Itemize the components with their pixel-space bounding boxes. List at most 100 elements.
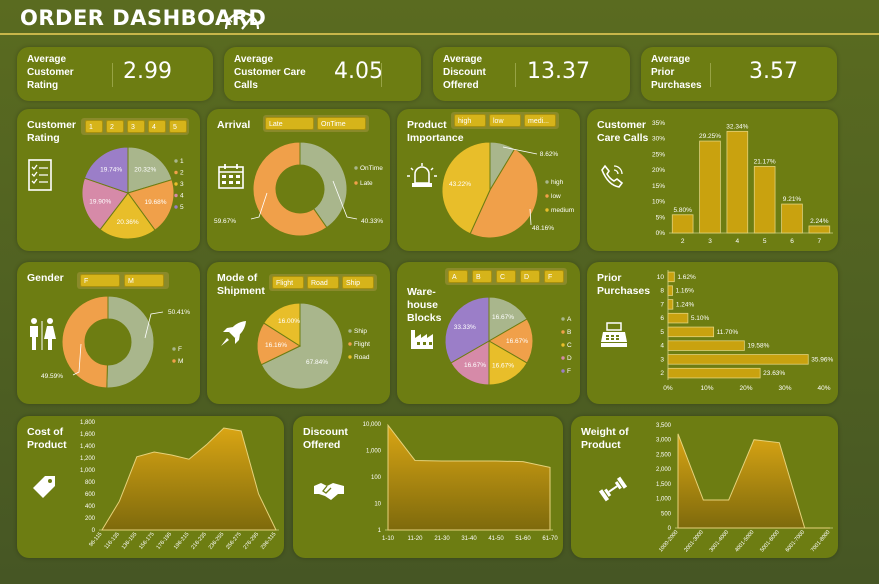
kpi-value: 2.99 — [123, 59, 172, 84]
y-tick-label: 0 — [668, 526, 672, 532]
data-label: 16.16% — [265, 342, 287, 349]
y-tick-label: 1,200 — [80, 456, 96, 462]
x-tick-label: 6001-7000 — [785, 529, 807, 553]
slicer-chip[interactable]: M — [124, 274, 164, 287]
pie-slice — [488, 318, 534, 364]
slicer-chip[interactable]: Flight — [272, 276, 304, 289]
x-tick-label: 296-315 — [260, 531, 278, 550]
legend-marker — [172, 359, 176, 363]
y-tick-label: 3,000 — [656, 438, 672, 444]
x-tick-label: 96-115 — [88, 531, 103, 548]
legend-label: medium — [551, 207, 574, 214]
kpi-card-discount: Average Discount Offered 13.37 — [433, 47, 630, 101]
legend-label: D — [567, 355, 572, 362]
panel-arrival: Arrival Late OnTime 40.33% 59.67% OnTime La… — [207, 109, 390, 251]
gender-chart: 50.41% 49.59% FM — [41, 295, 190, 389]
legend-marker — [348, 355, 352, 359]
y-tick-label: 100 — [371, 475, 382, 481]
legend-label: low — [551, 193, 561, 200]
cash-register-icon — [601, 322, 627, 347]
discount-offered-chart: 1 10 100 1,000 10,000 1-10 11-20 21-30 31-40 41-5… — [363, 422, 559, 542]
kpi-card-calls: Average Customer Care Calls 4.05 — [224, 47, 421, 101]
phone-icon — [601, 164, 624, 188]
x-tick-label: 20% — [739, 385, 752, 392]
panel-mode-of-shipment: Mode of Shipment Flight Road Ship 67.84% 1… — [207, 262, 390, 404]
x-tick-label: 21-30 — [434, 536, 450, 542]
x-tick-label: 176-195 — [156, 531, 174, 550]
x-tick-label: 40% — [817, 385, 830, 392]
x-tick-label: 5 — [763, 238, 767, 245]
siren-icon — [407, 163, 437, 187]
panel-title: Product Importance — [407, 119, 464, 144]
kpi-value: 3.57 — [749, 59, 798, 84]
slicer-chip[interactable]: B — [472, 270, 492, 283]
pie-slice — [127, 179, 175, 231]
panel-weight-of-product: Weight of Product 0 500 1,000 1,500 2,000 2,50… — [571, 416, 838, 558]
panel-title: Customer Care Calls — [597, 119, 649, 144]
legend-label: F — [567, 368, 571, 375]
legend-marker — [545, 208, 549, 212]
data-label: 16.67% — [506, 338, 528, 345]
pie-slice — [263, 302, 301, 347]
slicer-chip[interactable]: 3 — [127, 120, 145, 133]
x-tick-label: 11-20 — [408, 536, 424, 542]
pie-slice — [127, 146, 173, 194]
slicer-chip[interactable]: 1 — [85, 120, 103, 133]
legend-label: M — [178, 358, 183, 365]
slicer-chip[interactable]: low — [489, 114, 521, 127]
bar — [667, 367, 761, 379]
data-label: 19.58% — [747, 343, 769, 350]
data-label: 43.22% — [449, 181, 471, 188]
legend-label: Road — [354, 354, 370, 361]
panel-customer-care-calls: Customer Care Calls 0% 5% 10% 15% 20% 25% 30% 35… — [587, 109, 838, 251]
slicer-chip[interactable]: F — [80, 274, 120, 287]
slicer-chip[interactable]: 5 — [169, 120, 187, 133]
slicer-chip[interactable]: D — [520, 270, 540, 283]
legend-marker — [545, 180, 549, 184]
slicer-chip[interactable]: Road — [307, 276, 339, 289]
slicer-chip[interactable]: OnTime — [317, 117, 366, 130]
y-tick-label: 7 — [660, 301, 664, 308]
data-label: 11.70% — [717, 329, 739, 336]
y-tick-label: 1,800 — [80, 420, 96, 426]
data-label: 9.21% — [783, 196, 802, 203]
x-tick-label: 216-235 — [190, 531, 208, 550]
callout-line — [72, 343, 82, 376]
y-tick-label: 6 — [660, 315, 664, 322]
pie-slice — [106, 295, 155, 389]
y-tick-label: 10,000 — [363, 422, 382, 428]
pie-slice — [83, 146, 129, 194]
y-tick-label: 1,000 — [80, 468, 96, 474]
data-label: 35.96% — [811, 356, 833, 363]
x-tick-label: 236-255 — [208, 531, 226, 550]
price-tag-icon — [33, 476, 55, 498]
x-tick-label: 6 — [790, 238, 794, 245]
mode-of-shipment-chart: 67.84% 16.16% 16.00% Ship Flight Road — [256, 302, 370, 390]
panel-title: Mode of Shipment — [217, 272, 265, 297]
slicer-chip[interactable]: F — [544, 270, 564, 283]
slicer-chip[interactable]: 4 — [148, 120, 166, 133]
cost-of-product-chart: 0 200 400 600 800 1,000 1,200 1,400 1,600 1,800 96… — [80, 420, 279, 551]
slicer-chip[interactable]: C — [496, 270, 516, 283]
panel-warehouse-blocks: Ware-house Blocks A B C D F 16.67% 16.67% 1… — [397, 262, 580, 404]
pie-slice — [260, 302, 344, 390]
x-tick-label: 7001-8000 — [810, 529, 832, 553]
slicer-chip[interactable]: Late — [265, 117, 314, 130]
slicer-chip[interactable]: medi... — [524, 114, 556, 127]
slicer-chip[interactable]: high — [454, 114, 486, 127]
data-label: 32.34% — [726, 123, 748, 130]
slicer-chip[interactable]: 2 — [106, 120, 124, 133]
data-label: 19.68% — [144, 199, 166, 206]
legend-marker — [354, 181, 358, 185]
panel-prior-purchases: Prior Purchases 1.62% 10 1.16% 8 1.24% 7 5.10% 6… — [587, 262, 838, 404]
x-tick-label: 276-295 — [243, 531, 261, 550]
slicer-chip[interactable]: Ship — [342, 276, 374, 289]
x-tick-label: 61-70 — [542, 536, 558, 542]
data-label: 5.80% — [673, 207, 692, 214]
slicer-chip[interactable]: A — [448, 270, 468, 283]
legend-marker — [545, 194, 549, 198]
panel-title: Arrival — [217, 119, 251, 131]
panel-discount-offered: Discount Offered 1 10 100 1,000 10,000 1-10 11-… — [293, 416, 563, 558]
product-importance-chart: 8.62% 48.16% 43.22% high low medium — [441, 141, 574, 239]
data-label: 16.67% — [464, 362, 486, 369]
